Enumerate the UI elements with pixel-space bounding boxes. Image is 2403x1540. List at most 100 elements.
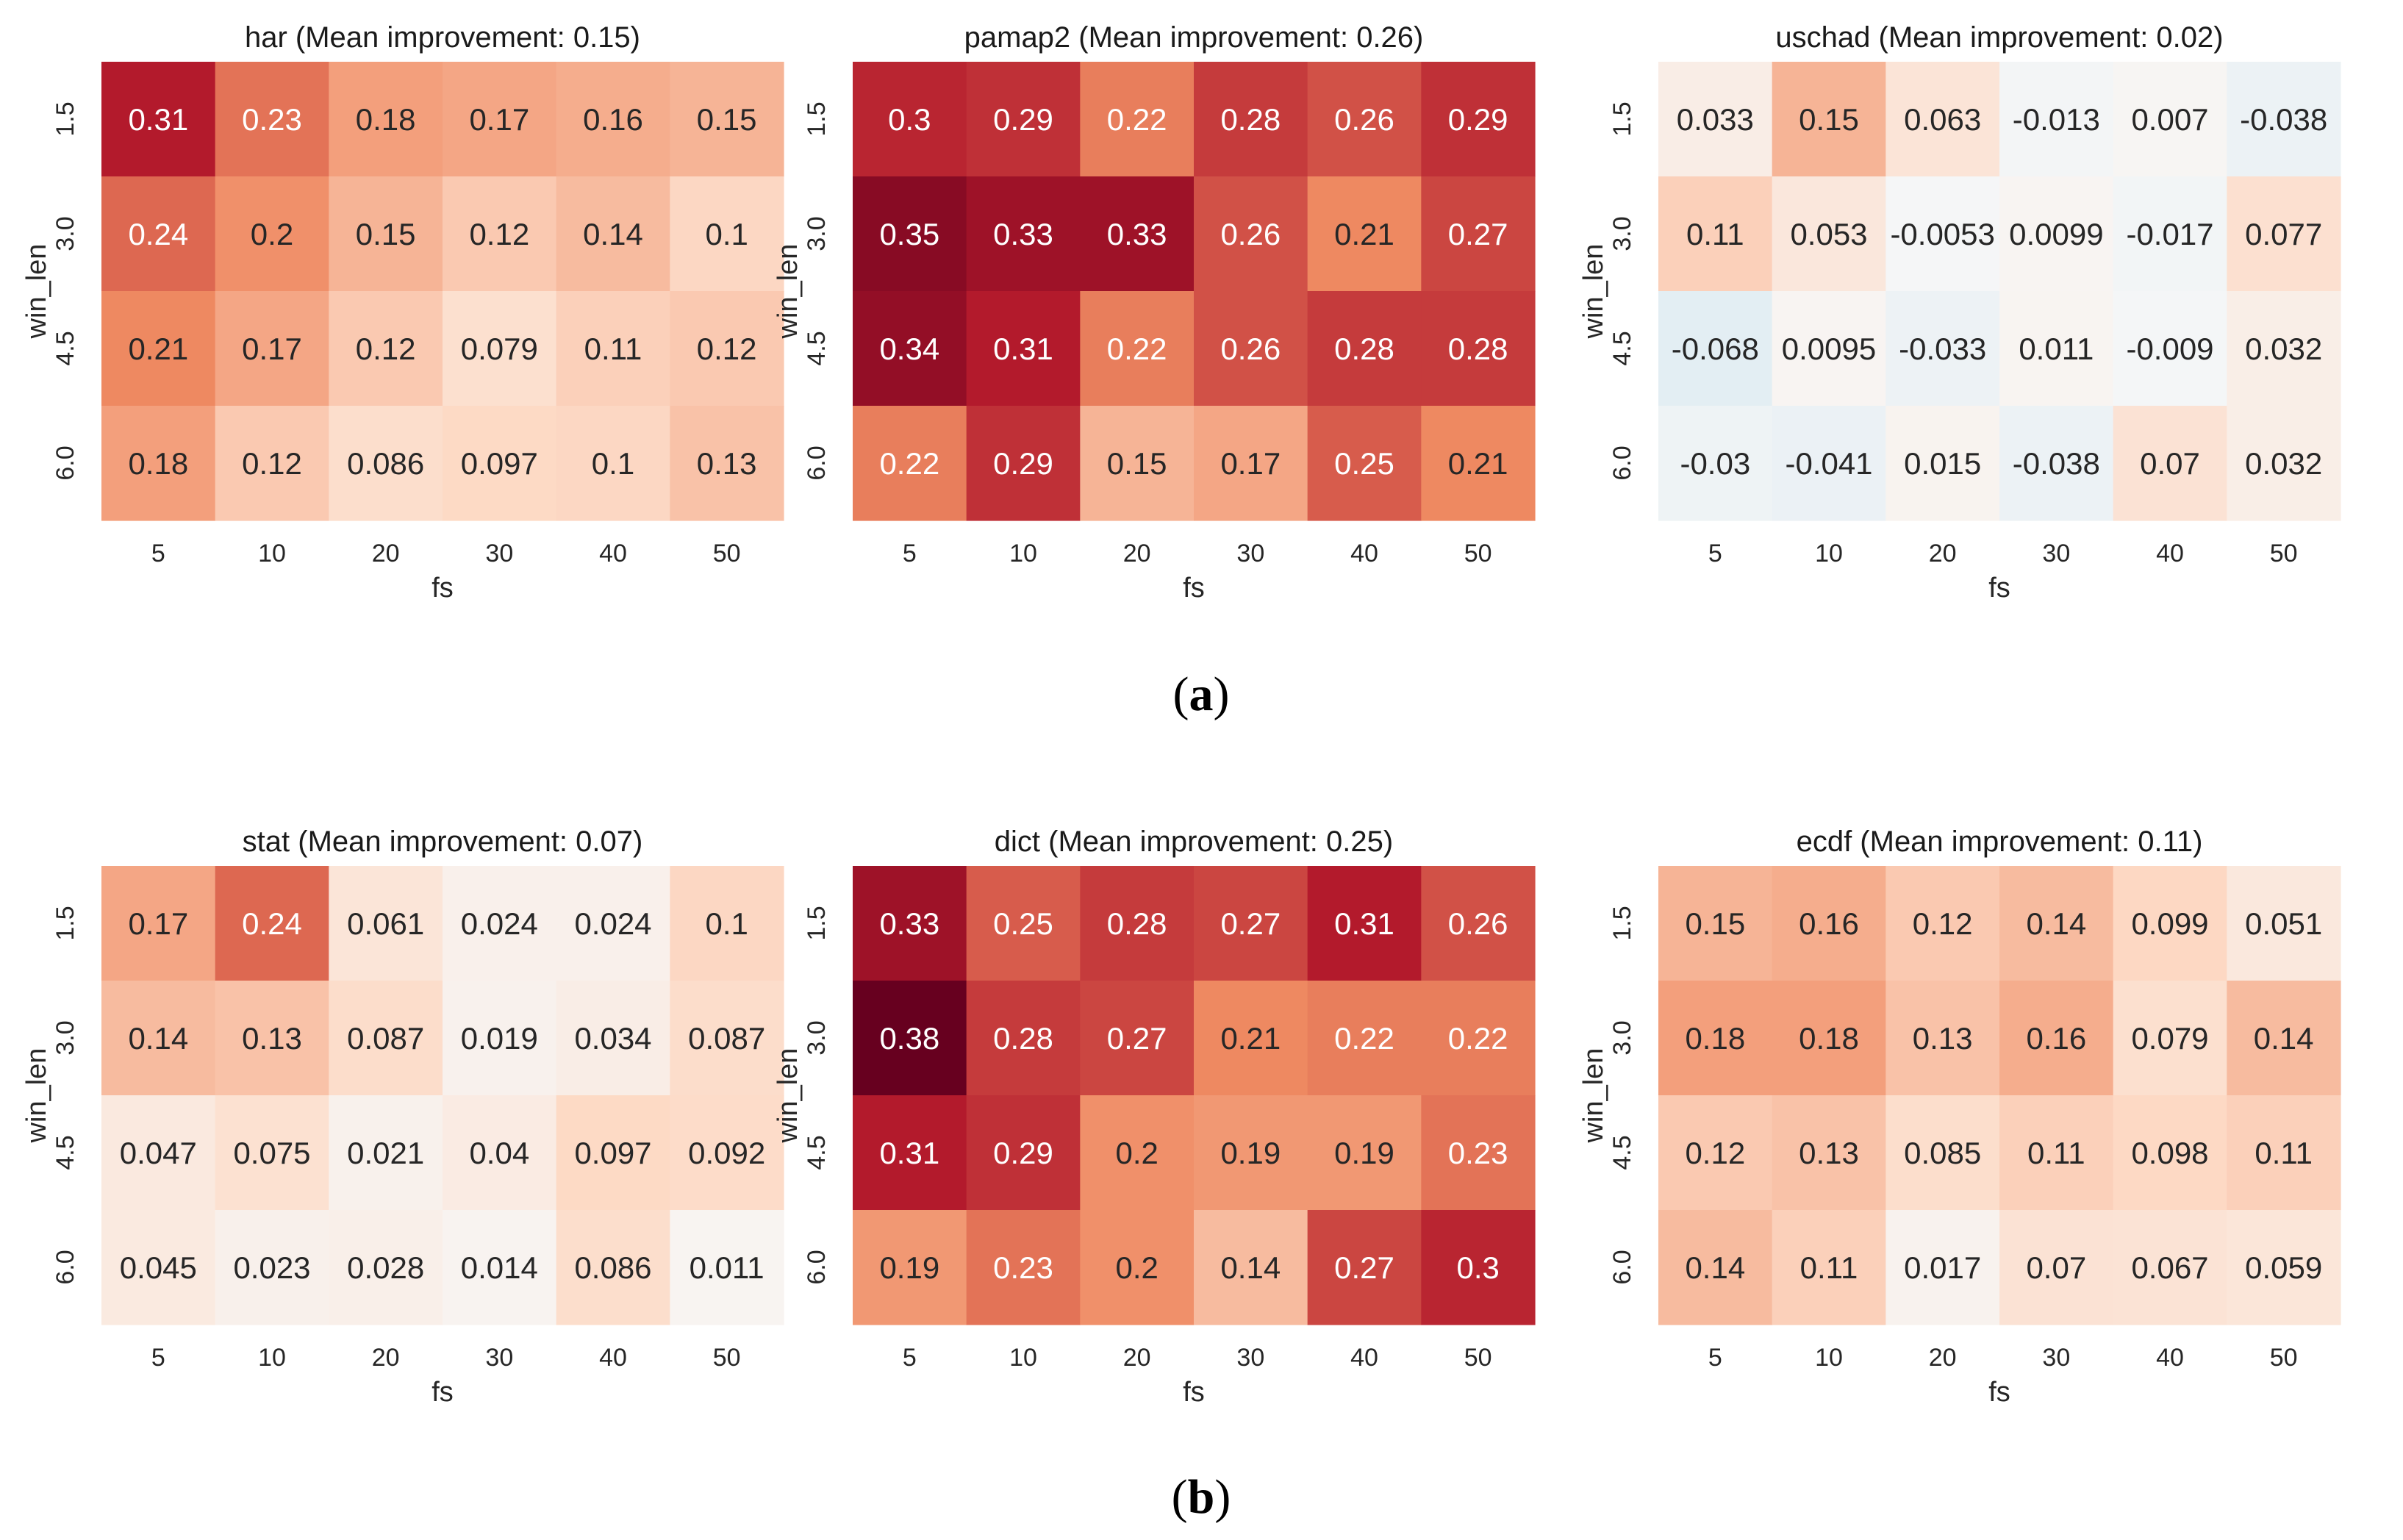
cell-value-label: 0.0095 xyxy=(1782,332,1876,366)
heatmap-cell xyxy=(853,406,967,521)
heatmap-panel-pamap2: pamap2 (Mean improvement: 0.26) 0.3 0.29 0.… xyxy=(773,21,1536,604)
heatmap-cell xyxy=(853,1095,967,1211)
cell-value-label: 0.061 xyxy=(347,906,424,941)
heatmap-cell xyxy=(1885,1210,2000,1325)
cell-value-label: 0.079 xyxy=(461,332,538,366)
x-tick-label: 10 xyxy=(1815,540,1843,567)
heatmap-cell xyxy=(670,62,784,177)
heatmap-cell xyxy=(1194,62,1308,177)
heatmap-cell xyxy=(1885,176,2000,292)
x-tick-label: 20 xyxy=(1929,1344,1957,1372)
cell-value-label: -0.068 xyxy=(1672,332,1759,366)
cell-value-label: 0.38 xyxy=(879,1021,939,1056)
cell-value-label: 0.024 xyxy=(574,906,651,941)
cell-value-label: 0.34 xyxy=(879,332,939,366)
heatmap-cell xyxy=(329,1095,443,1211)
heatmap-cell xyxy=(2113,176,2227,292)
x-tick-label: 10 xyxy=(258,1344,286,1372)
heatmap-cell xyxy=(2227,62,2341,177)
heatmap-cell xyxy=(1885,62,2000,177)
cell-value-label: 0.13 xyxy=(242,1021,302,1056)
cell-value-label: 0.21 xyxy=(1220,1021,1281,1056)
heatmap-cell xyxy=(101,291,216,407)
heatmap-cell xyxy=(1885,1095,2000,1211)
y-tick-label: 4.5 xyxy=(51,1135,79,1170)
cell-value-label: 0.27 xyxy=(1334,1250,1394,1285)
cell-value-label: -0.041 xyxy=(1785,446,1872,481)
heatmap-cell xyxy=(1194,1210,1308,1325)
x-tick-label: 10 xyxy=(1815,1344,1843,1372)
cell-value-label: 0.15 xyxy=(356,217,416,251)
cell-value-label: 0.024 xyxy=(461,906,538,941)
x-axis-label: fs xyxy=(1183,1377,1205,1408)
heatmap-cell xyxy=(1658,291,1773,407)
heatmap-cell xyxy=(1658,866,1773,981)
y-tick-label: 1.5 xyxy=(1608,101,1636,136)
cell-value-label: 0.087 xyxy=(347,1021,424,1056)
y-tick-label: 4.5 xyxy=(1608,331,1636,365)
heatmap-cell xyxy=(1999,1095,2114,1211)
heatmap-cell xyxy=(1772,1095,1886,1211)
cell-value-label: 0.032 xyxy=(2245,446,2322,481)
heatmap-cell xyxy=(853,981,967,1096)
cell-value-label: 0.097 xyxy=(574,1136,651,1170)
heatmap-cell xyxy=(2113,981,2227,1096)
y-axis-label: win_len xyxy=(773,244,803,340)
cell-value-label: 0.019 xyxy=(461,1021,538,1056)
heatmap-cell xyxy=(853,866,967,981)
cell-value-label: 0.29 xyxy=(993,446,1053,481)
heatmap-cell xyxy=(670,406,784,521)
cell-value-label: 0.085 xyxy=(1904,1136,1981,1170)
y-tick-label: 3.0 xyxy=(1608,216,1636,251)
x-tick-label: 50 xyxy=(713,540,741,567)
x-tick-label: 50 xyxy=(713,1344,741,1372)
heatmap-cell xyxy=(670,176,784,292)
heatmap-cell xyxy=(215,291,329,407)
heatmap-cell xyxy=(1194,406,1308,521)
y-axis-label: win_len xyxy=(773,1048,803,1144)
y-axis-label: win_len xyxy=(21,244,52,340)
heatmap-cell xyxy=(2113,62,2227,177)
cell-value-label: 0.18 xyxy=(1685,1021,1745,1056)
x-axis-label: fs xyxy=(431,1377,454,1408)
cell-value-label: 0.29 xyxy=(993,1136,1053,1170)
y-tick-label: 6.0 xyxy=(1608,1250,1636,1284)
heatmap-cell xyxy=(101,866,216,981)
heatmap-cell xyxy=(966,1210,1081,1325)
heatmap-cell xyxy=(1772,406,1886,521)
heatmap-cell xyxy=(329,981,443,1096)
cell-value-label: 0.22 xyxy=(1448,1021,1508,1056)
heatmap-cell xyxy=(556,866,670,981)
heatmap-cell xyxy=(1080,406,1195,521)
cell-value-label: 0.086 xyxy=(347,446,424,481)
heatmap-cell xyxy=(1658,62,1773,177)
heatmap-cell xyxy=(1307,62,1422,177)
cell-value-label: 0.097 xyxy=(461,446,538,481)
cell-value-label: 0.11 xyxy=(2027,1136,2085,1170)
cell-value-label: 0.07 xyxy=(2026,1250,2086,1285)
cell-value-label: 0.18 xyxy=(128,446,188,481)
heatmap-cell xyxy=(556,1095,670,1211)
heatmap-cell xyxy=(1772,866,1886,981)
cell-value-label: 0.28 xyxy=(1107,906,1167,941)
cell-value-label: 0.075 xyxy=(233,1136,310,1170)
y-tick-label: 3.0 xyxy=(803,216,831,251)
cell-value-label: 0.28 xyxy=(1220,102,1281,137)
cell-value-label: 0.26 xyxy=(1220,217,1281,251)
cell-value-label: -0.038 xyxy=(2240,102,2327,137)
y-tick-label: 6.0 xyxy=(51,1250,79,1284)
cell-value-label: 0.099 xyxy=(2131,906,2208,941)
x-axis-label: fs xyxy=(431,573,454,604)
cell-value-label: 0.18 xyxy=(1799,1021,1859,1056)
cell-value-label: 0.11 xyxy=(1686,217,1744,251)
heatmap-cell xyxy=(329,1210,443,1325)
x-axis-label: fs xyxy=(1988,573,2010,604)
cell-value-label: 0.14 xyxy=(583,217,643,251)
cell-value-label: 0.18 xyxy=(356,102,416,137)
heatmap-cell xyxy=(670,981,784,1096)
heatmap-cell xyxy=(1772,1210,1886,1325)
cell-value-label: -0.017 xyxy=(2126,217,2213,251)
heatmap-cell xyxy=(556,291,670,407)
x-tick-label: 30 xyxy=(2042,540,2070,567)
